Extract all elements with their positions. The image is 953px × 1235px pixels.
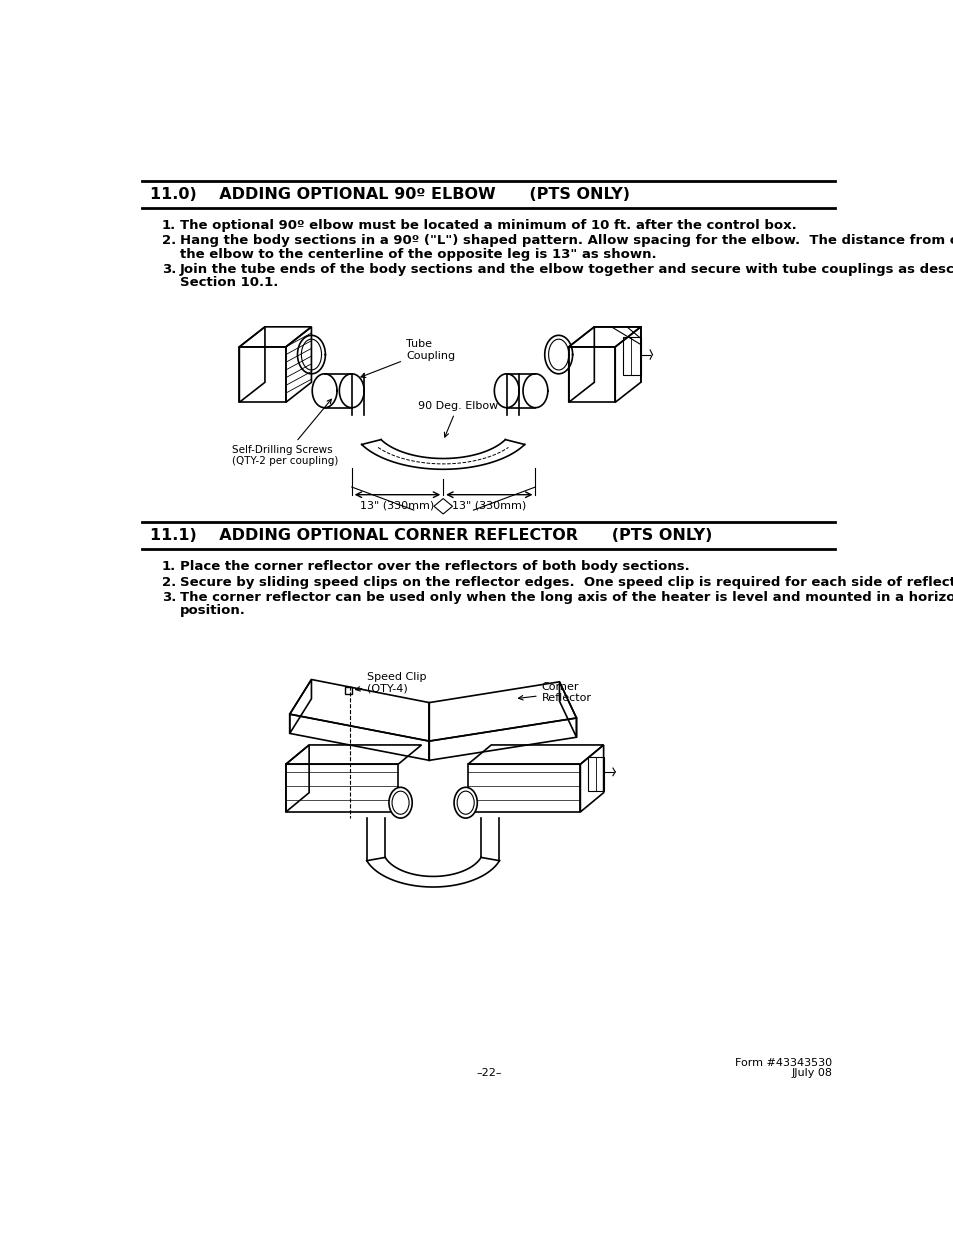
- Ellipse shape: [389, 787, 412, 818]
- Text: Self-Drilling Screws
(QTY-2 per coupling): Self-Drilling Screws (QTY-2 per coupling…: [232, 399, 337, 467]
- Text: The corner reflector can be used only when the long axis of the heater is level : The corner reflector can be used only wh…: [179, 592, 953, 604]
- Text: 13" (330mm): 13" (330mm): [360, 501, 435, 511]
- Text: 2.: 2.: [162, 576, 176, 589]
- Text: The optional 90º elbow must be located a minimum of 10 ft. after the control box: The optional 90º elbow must be located a…: [179, 219, 796, 232]
- Text: 11.1)    ADDING OPTIONAL CORNER REFLECTOR      (PTS ONLY): 11.1) ADDING OPTIONAL CORNER REFLECTOR (…: [150, 529, 712, 543]
- Text: 1.: 1.: [162, 561, 176, 573]
- Text: 1.: 1.: [162, 219, 176, 232]
- Bar: [344, 687, 352, 694]
- Ellipse shape: [454, 787, 476, 818]
- Text: Hang the body sections in a 90º ("L") shaped pattern. Allow spacing for the elbo: Hang the body sections in a 90º ("L") sh…: [179, 235, 953, 247]
- Text: Secure by sliding speed clips on the reflector edges.  One speed clip is require: Secure by sliding speed clips on the ref…: [179, 576, 953, 589]
- Text: Form #43343530: Form #43343530: [735, 1057, 831, 1067]
- Text: the elbow to the centerline of the opposite leg is 13" as shown.: the elbow to the centerline of the oppos…: [179, 247, 656, 261]
- Text: Place the corner reflector over the reflectors of both body sections.: Place the corner reflector over the refl…: [179, 561, 689, 573]
- Text: Speed Clip
(QTY-4): Speed Clip (QTY-4): [355, 672, 426, 693]
- Text: 3.: 3.: [162, 263, 176, 275]
- Text: JJuly 08: JJuly 08: [790, 1068, 831, 1078]
- Text: 11.0)    ADDING OPTIONAL 90º ELBOW      (PTS ONLY): 11.0) ADDING OPTIONAL 90º ELBOW (PTS ONL…: [150, 186, 630, 201]
- Text: Section 10.1.: Section 10.1.: [179, 275, 277, 289]
- Text: position.: position.: [179, 604, 245, 618]
- Text: –22–: –22–: [476, 1068, 501, 1078]
- Text: Join the tube ends of the body sections and the elbow together and secure with t: Join the tube ends of the body sections …: [179, 263, 953, 275]
- Text: 13" (330mm): 13" (330mm): [452, 501, 525, 511]
- Text: 90 Deg. Elbow: 90 Deg. Elbow: [417, 401, 497, 437]
- Text: 2.: 2.: [162, 235, 176, 247]
- Text: Corner
Reflector: Corner Reflector: [517, 682, 591, 704]
- Text: 3.: 3.: [162, 592, 176, 604]
- Text: Tube
Coupling: Tube Coupling: [360, 340, 455, 378]
